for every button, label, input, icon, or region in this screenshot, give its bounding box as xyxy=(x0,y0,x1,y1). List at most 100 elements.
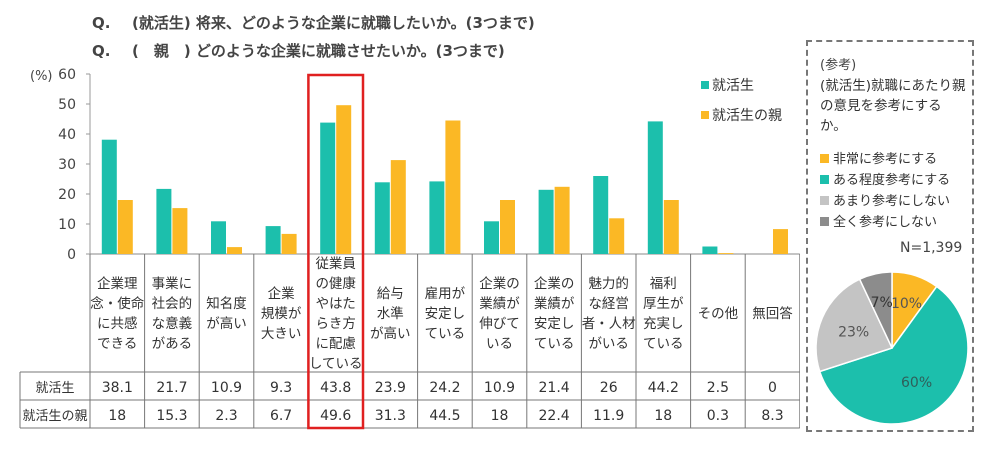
category-label: 雇用が安定している xyxy=(425,285,466,342)
parent-bar xyxy=(554,186,570,254)
legend-student-swatch xyxy=(701,81,709,89)
y-tick-label: 0 xyxy=(67,247,76,263)
table-value-student: 0 xyxy=(768,380,777,396)
student-bar xyxy=(702,246,718,254)
question-1-label: Q. xyxy=(92,14,111,32)
parent-bar xyxy=(663,200,679,254)
category-label: 給与水準が高い xyxy=(370,286,411,342)
table-value-parent: 0.3 xyxy=(707,408,729,424)
student-bar xyxy=(211,221,226,254)
student-bar xyxy=(538,189,554,254)
table-value-parent: 2.3 xyxy=(215,408,237,424)
legend-parent-swatch xyxy=(701,111,709,119)
pie-legend-swatch xyxy=(820,175,829,184)
pie-legend-label: 全く参考にしない xyxy=(833,215,938,230)
parent-bar xyxy=(609,218,625,254)
y-tick-label: 50 xyxy=(58,97,76,113)
pie-legend-swatch xyxy=(820,154,829,163)
student-bar xyxy=(101,139,117,254)
category-label: 福利厚生が充実している xyxy=(643,276,684,352)
table-value-parent: 6.7 xyxy=(270,408,292,424)
student-bar xyxy=(374,182,390,254)
y-tick-label: 60 xyxy=(58,67,76,83)
question-2-text: ( 親 ) どのような企業に就職させたいか。(3つまで) xyxy=(132,42,505,60)
table-value-parent: 8.3 xyxy=(761,408,783,424)
table-value-student: 44.2 xyxy=(648,380,679,396)
table-value-student: 26 xyxy=(600,380,618,396)
pie-legend-label: 非常に参考にする xyxy=(833,152,938,167)
category-label: 企業の業績が伸びている xyxy=(479,275,520,352)
table-value-parent: 49.6 xyxy=(320,408,351,424)
y-tick-label: 20 xyxy=(58,187,76,203)
y-tick-label: 40 xyxy=(58,127,76,143)
table-value-parent: 18 xyxy=(654,408,672,424)
table-value-parent: 18 xyxy=(108,408,126,424)
student-bar xyxy=(429,181,445,254)
table-value-parent: 44.5 xyxy=(429,408,460,424)
parent-bar xyxy=(773,229,788,254)
student-bar xyxy=(647,121,663,255)
category-label: 従業員の健康やはたらき方に配慮している xyxy=(309,256,363,372)
table-value-student: 21.7 xyxy=(156,380,187,396)
pie-slice xyxy=(818,285,969,425)
category-label: 企業の業績が安定している xyxy=(534,275,575,352)
category-label: 企業理念・使命に共感できる xyxy=(90,275,144,352)
pie-legend-item: あまり参考にしない xyxy=(820,190,950,209)
question-1-text: (就活生) 将来、どのような企業に就職したいか。(3つまで) xyxy=(132,14,535,32)
parent-bar xyxy=(172,208,188,254)
parent-bar xyxy=(227,247,242,254)
category-label: 事業に社会的な意義がある xyxy=(152,276,193,352)
student-bar xyxy=(265,226,281,254)
y-tick-label: 10 xyxy=(58,217,76,233)
question-1: Q. (就活生) 将来、どのような企業に就職したいか。(3つまで) xyxy=(92,12,535,33)
category-label: 無回答 xyxy=(752,305,793,322)
row-label-parent: 就活生の親 xyxy=(22,409,87,424)
student-bar xyxy=(156,188,172,254)
table-value-student: 38.1 xyxy=(102,380,133,396)
highlight-box xyxy=(307,73,365,430)
pie-legend-label: ある程度参考にする xyxy=(833,173,951,188)
sample-size-label: N=1,399 xyxy=(900,240,963,256)
table-value-parent: 18 xyxy=(491,408,509,424)
parent-bar xyxy=(445,120,461,254)
category-label: 知名度が高い xyxy=(206,295,247,332)
parent-bar xyxy=(281,233,297,254)
pie-slice xyxy=(858,271,893,349)
pie-legend-swatch xyxy=(820,217,829,226)
reference-panel: (参考) (就活生)就職にあたり親の意見を参考にするか。 非常に参考にする ある程… xyxy=(806,40,974,432)
pie-slice-label: 10% xyxy=(891,296,922,312)
category-label: 魅力的な経営者・人材がいる xyxy=(582,276,636,352)
table-value-parent: 31.3 xyxy=(375,408,406,424)
table-value-parent: 15.3 xyxy=(156,408,187,424)
student-bar xyxy=(484,221,499,254)
question-2-label: Q. xyxy=(92,42,111,60)
table-value-student: 10.9 xyxy=(484,380,515,396)
pie-slice-label: 7% xyxy=(871,295,893,311)
table-value-student: 43.8 xyxy=(320,380,351,396)
parent-bar xyxy=(117,200,133,254)
pie-slice-label: 60% xyxy=(901,375,932,391)
reference-title: (参考) xyxy=(820,58,857,73)
legend-student-label: 就活生 xyxy=(712,78,754,94)
pie-legend-item: ある程度参考にする xyxy=(820,169,950,188)
pie-slice-label: 23% xyxy=(838,324,869,340)
pie-chart: 10% 60% 23%7% xyxy=(815,271,969,425)
parent-bar xyxy=(336,105,352,254)
pie-legend-item: 非常に参考にする xyxy=(820,148,937,167)
table-value-parent: 11.9 xyxy=(593,408,624,424)
table-value-student: 21.4 xyxy=(539,380,570,396)
category-label: その他 xyxy=(698,306,739,322)
table-value-student: 10.9 xyxy=(211,380,242,396)
pie-slice xyxy=(815,278,894,373)
parent-bar xyxy=(390,160,406,254)
table-value-student: 24.2 xyxy=(429,380,460,396)
category-label: 企業規模が大きい xyxy=(261,285,302,342)
table-value-student: 9.3 xyxy=(270,380,292,396)
table-value-parent: 22.4 xyxy=(539,408,570,424)
table-value-student: 23.9 xyxy=(375,380,406,396)
question-2: Q. ( 親 ) どのような企業に就職させたいか。(3つまで) xyxy=(92,40,505,61)
student-bar xyxy=(320,122,336,254)
bar-chart: (%)0102030405060就活生就活生の親就活生就活生の親企業理念・使命に… xyxy=(19,67,800,430)
table-value-student: 2.5 xyxy=(707,380,729,396)
pie-legend-item: 全く参考にしない xyxy=(820,211,937,230)
